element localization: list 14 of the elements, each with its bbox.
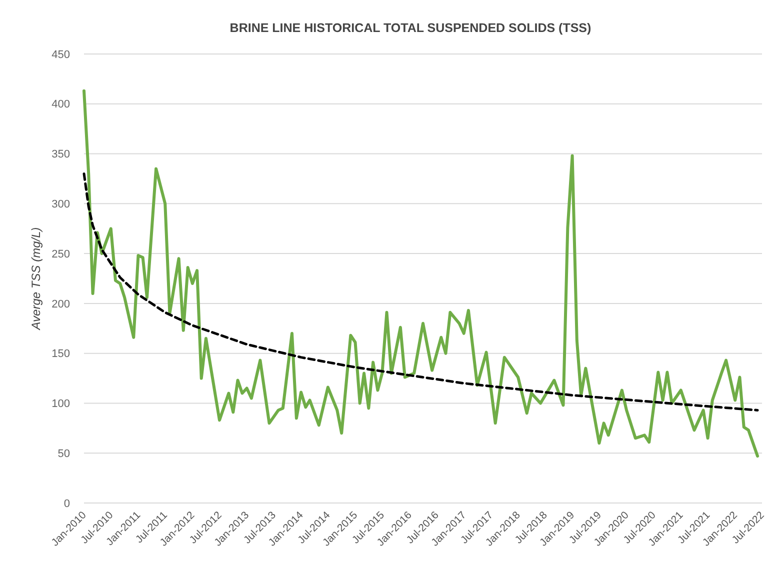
line-series [82,89,760,458]
y-tick-label: 300 [52,198,70,211]
y-tick-label: 50 [58,448,70,460]
y-tick-label: 350 [52,148,70,161]
y-tick-label: 200 [52,298,70,310]
line-series [82,172,759,412]
y-axis-title: Averge TSS (mg/L) [29,227,43,331]
y-tick-label: 250 [52,248,70,260]
chart-title: BRINE LINE HISTORICAL TOTAL SUSPENDED SOLIDS (TSS) [230,21,592,35]
y-tick-label: 450 [52,48,70,61]
y-tick-label: 150 [52,348,70,360]
y-tick-label: 0 [64,498,70,510]
y-tick-label: 100 [52,398,70,410]
y-tick-label: 400 [52,98,70,111]
